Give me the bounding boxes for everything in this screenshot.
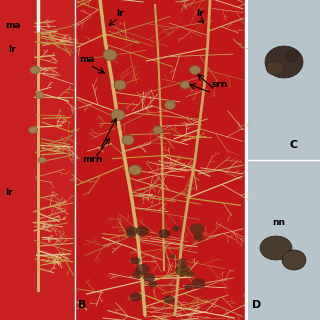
Ellipse shape (172, 226, 180, 231)
Ellipse shape (177, 258, 187, 266)
Ellipse shape (132, 270, 143, 278)
Bar (248, 160, 320, 320)
Text: B: B (78, 300, 86, 310)
Bar (248, 0, 320, 160)
Text: ma: ma (5, 21, 20, 30)
Ellipse shape (126, 231, 136, 238)
Bar (75, 0, 245, 320)
Ellipse shape (30, 66, 40, 74)
Ellipse shape (135, 264, 150, 275)
Ellipse shape (266, 61, 284, 75)
Ellipse shape (164, 100, 175, 109)
Bar (0, 0, 75, 320)
Ellipse shape (169, 254, 175, 259)
Ellipse shape (28, 126, 37, 133)
Ellipse shape (184, 284, 192, 290)
Text: lr: lr (116, 9, 124, 18)
Text: lr: lr (196, 9, 204, 18)
Ellipse shape (153, 126, 163, 134)
Ellipse shape (189, 66, 201, 75)
Text: nn: nn (272, 218, 285, 227)
Ellipse shape (158, 229, 170, 238)
Ellipse shape (285, 50, 299, 62)
Ellipse shape (190, 223, 204, 235)
Text: lr: lr (8, 45, 16, 54)
Ellipse shape (148, 281, 157, 287)
Ellipse shape (126, 226, 138, 235)
Ellipse shape (282, 250, 306, 270)
Ellipse shape (265, 46, 303, 78)
Text: C: C (289, 140, 297, 150)
Ellipse shape (180, 81, 190, 89)
Text: ma: ma (79, 55, 94, 64)
Ellipse shape (129, 165, 141, 175)
Text: srn: srn (212, 80, 228, 89)
Ellipse shape (186, 271, 194, 277)
Ellipse shape (164, 295, 175, 304)
Ellipse shape (260, 236, 292, 260)
Ellipse shape (191, 278, 205, 289)
Ellipse shape (111, 109, 125, 121)
Text: mrn: mrn (82, 155, 102, 164)
Ellipse shape (194, 233, 204, 241)
Ellipse shape (36, 92, 44, 99)
Text: lr: lr (5, 188, 12, 197)
Ellipse shape (122, 135, 134, 145)
Ellipse shape (114, 80, 126, 90)
Ellipse shape (38, 157, 46, 163)
Ellipse shape (136, 226, 149, 236)
Ellipse shape (143, 273, 155, 282)
Text: D: D (252, 300, 261, 310)
Ellipse shape (130, 293, 142, 301)
Ellipse shape (131, 257, 140, 264)
Ellipse shape (103, 50, 117, 60)
Ellipse shape (175, 265, 190, 276)
